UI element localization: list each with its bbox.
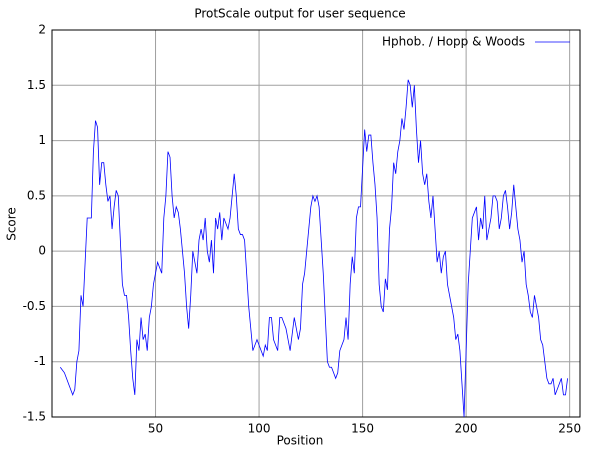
y-tick-label: 1.5	[27, 78, 46, 92]
x-tick-label: 50	[148, 422, 163, 436]
y-tick-label: 0.5	[27, 188, 46, 202]
x-tick-label: 100	[248, 422, 271, 436]
y-tick-label: 0	[38, 244, 46, 258]
x-tick-label: 250	[558, 422, 581, 436]
y-tick-label: 2	[38, 23, 46, 37]
x-tick-label: 200	[455, 422, 478, 436]
y-tick-label: 1	[38, 133, 46, 147]
x-tick-label: 150	[351, 422, 374, 436]
x-axis-label: Position	[277, 434, 324, 448]
y-tick-label: -1	[34, 354, 46, 368]
data-line	[59, 79, 568, 418]
chart-title: ProtScale output for user sequence	[194, 7, 405, 21]
y-tick-label: -0.5	[23, 299, 46, 313]
y-tick-label: -1.5	[23, 410, 46, 424]
legend-label: Hphob. / Hopp & Woods	[382, 35, 525, 49]
y-axis-label: Score	[5, 207, 19, 241]
plot-frame	[51, 29, 581, 418]
